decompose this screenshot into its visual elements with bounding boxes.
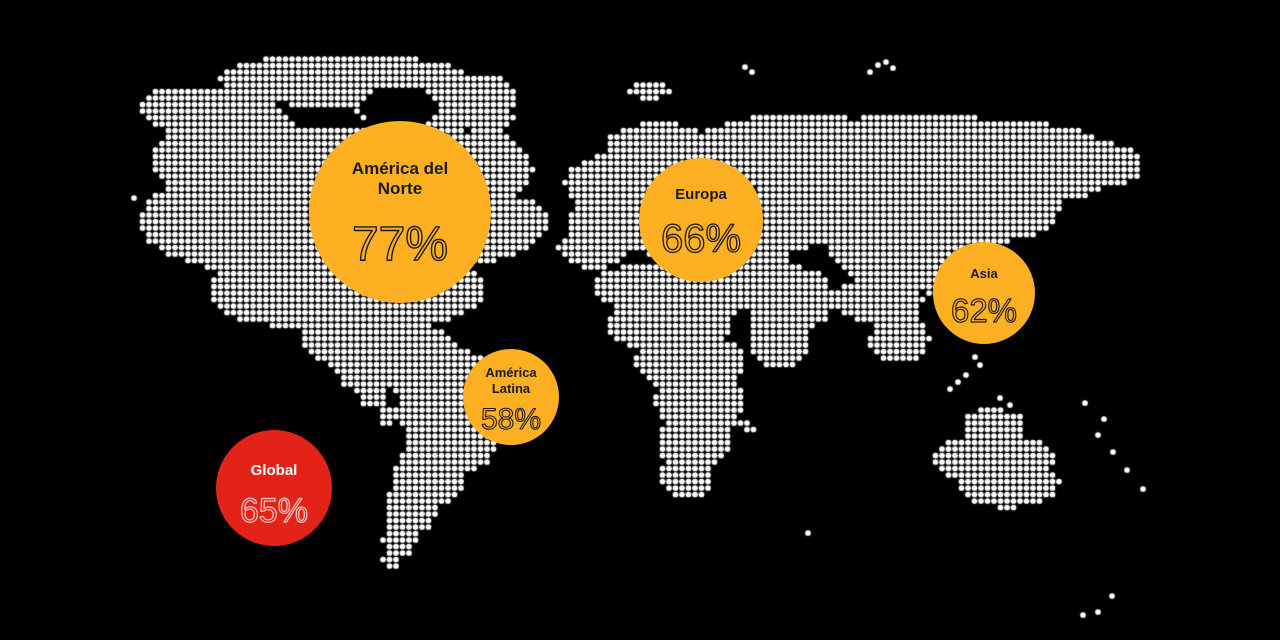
svg-text:65%: 65% [240, 492, 308, 530]
svg-text:77%: 77% [352, 218, 448, 271]
svg-text:62%: 62% [951, 292, 1017, 329]
svg-text:66%: 66% [661, 217, 741, 261]
svg-text:58%: 58% [481, 403, 541, 436]
